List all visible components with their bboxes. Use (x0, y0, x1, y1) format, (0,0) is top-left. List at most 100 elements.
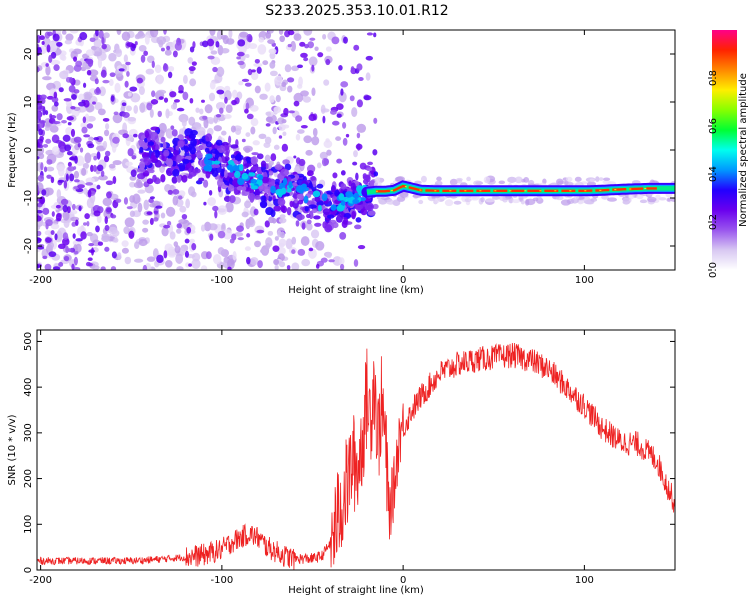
spectral-blob (290, 40, 297, 52)
spectral-blob (254, 85, 261, 94)
spectral-blob (278, 217, 287, 224)
spectral-blob (45, 63, 49, 67)
spectral-blob (208, 189, 213, 196)
colorbar-tick-label: 0.6 (708, 118, 719, 134)
spectral-blob (160, 47, 165, 52)
spectral-blob (114, 82, 121, 94)
spectral-blob (153, 217, 159, 222)
spectral-blob (149, 109, 154, 118)
spectral-blob (355, 217, 362, 223)
spectral-blob (268, 48, 277, 55)
spectral-blob (117, 252, 122, 261)
colorbar-tick-label: 0.4 (708, 166, 719, 182)
spectral-blob (176, 174, 182, 183)
spectral-blob (113, 237, 119, 243)
spectral-blob (37, 46, 42, 51)
spectral-blob (129, 181, 136, 188)
spectral-blob (293, 100, 300, 107)
spectral-blob (113, 111, 119, 116)
spectral-blob (100, 69, 107, 78)
spectral-blob (306, 170, 314, 177)
spectral-blob (418, 199, 424, 205)
spectral-blob (65, 127, 73, 135)
spectral-blob (286, 206, 292, 216)
spectral-blob (356, 132, 361, 139)
spectral-blob (256, 66, 262, 74)
spectral-blob (73, 267, 81, 270)
spectral-blob (288, 181, 293, 189)
spectral-blob (50, 223, 60, 230)
y-tick-label: 300 (23, 423, 34, 442)
spectral-blob (250, 126, 256, 135)
spectral-blob (174, 245, 181, 254)
spectral-blob (44, 110, 49, 116)
spectral-blob (167, 71, 173, 79)
spectral-blob (87, 257, 93, 262)
spectral-blob (356, 63, 363, 71)
spectral-blob (315, 240, 325, 251)
spectral-blob (269, 61, 276, 69)
spectral-blob (227, 266, 232, 270)
spectral-blob (38, 152, 45, 160)
spectral-blob (322, 33, 327, 40)
spectral-blob (320, 108, 330, 113)
spectral-blob (148, 198, 154, 204)
spectral-blob (321, 157, 328, 167)
spectral-blob (303, 135, 313, 144)
spectral-blob (230, 125, 236, 133)
spectral-blob (71, 94, 77, 100)
spectral-blob (272, 126, 277, 135)
spectral-blob (331, 36, 340, 45)
spectral-blob (216, 89, 225, 95)
spectral-blob (61, 119, 67, 124)
spectral-blob (42, 76, 52, 81)
spectral-blob (187, 175, 193, 179)
spectral-blob (230, 154, 235, 159)
spectral-blob (209, 30, 216, 36)
spectral-blob (106, 191, 112, 199)
spectral-blob (366, 32, 374, 36)
spectral-blob (514, 176, 523, 184)
spectral-blob (338, 193, 345, 201)
spectral-blob (221, 155, 226, 163)
spectral-blob (38, 120, 46, 124)
spectral-blob (172, 50, 178, 58)
spectral-blob (282, 131, 287, 137)
spectral-blob (195, 107, 200, 113)
spectral-blob (105, 123, 110, 130)
spectral-blob (245, 54, 250, 59)
spectral-blob (208, 92, 216, 102)
spectral-blob (295, 115, 303, 122)
spectral-blob (172, 149, 180, 156)
spectral-blob (245, 102, 250, 110)
spectral-blob (498, 180, 506, 185)
spectral-blob (213, 160, 221, 165)
spectral-blob (103, 129, 110, 137)
spectral-blob (74, 251, 79, 255)
spectral-blob (205, 251, 212, 260)
spectral-blob (65, 99, 72, 107)
spectral-blob (274, 236, 279, 241)
spectral-blob (295, 220, 300, 227)
spectral-blob (234, 170, 241, 179)
spectral-blob (65, 245, 69, 254)
spectral-blob (335, 136, 342, 141)
spectral-blob (453, 200, 462, 205)
spectral-blob (291, 262, 300, 270)
spectral-blob (287, 30, 295, 36)
spectral-blob (234, 232, 244, 237)
spectral-blob (101, 235, 111, 243)
spectral-blob (62, 204, 68, 213)
spectral-blob (62, 210, 70, 221)
spectral-blob (204, 157, 209, 165)
spectral-blob (66, 116, 74, 121)
spectral-blob (183, 74, 188, 84)
spectral-blob (121, 31, 131, 41)
spectral-blob (98, 30, 104, 39)
spectral-blob (96, 184, 101, 190)
spectral-blob (289, 200, 294, 208)
spectral-blob (69, 156, 76, 161)
spectral-blob (286, 265, 291, 270)
spectral-blob (102, 197, 112, 207)
spectral-blob (83, 82, 87, 88)
